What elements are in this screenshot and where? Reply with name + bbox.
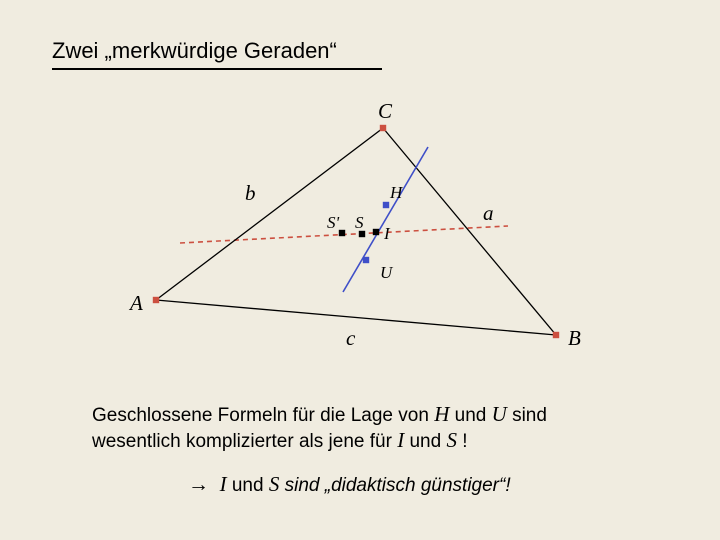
sym-S: S	[446, 428, 457, 452]
svg-text:U: U	[380, 263, 394, 282]
svg-text:c: c	[346, 326, 356, 350]
body-line-2: wesentlich komplizierter als jene für I …	[92, 426, 468, 455]
svg-text:C: C	[378, 100, 393, 123]
svg-text:B: B	[568, 326, 581, 350]
slide-title: Zwei „merkwürdige Geraden“	[52, 38, 337, 64]
body-line-3: → I und S sind „didaktisch günstiger“!	[188, 470, 511, 499]
svg-text:S': S'	[327, 213, 340, 232]
sym-S-2: S	[269, 472, 280, 496]
arrow-icon: →	[188, 472, 209, 496]
svg-text:b: b	[245, 181, 256, 205]
triangle-diagram: A B Ca b c H U IS S'	[118, 100, 586, 375]
svg-text:H: H	[389, 183, 404, 202]
svg-text:A: A	[128, 291, 143, 315]
svg-text:S: S	[355, 213, 364, 232]
sym-H: H	[434, 402, 449, 426]
sym-I-2: I	[220, 472, 227, 496]
sym-U: U	[492, 402, 507, 426]
title-underline	[52, 68, 382, 70]
svg-text:a: a	[483, 201, 494, 225]
svg-text:I: I	[383, 224, 391, 243]
body-line-1: Geschlossene Formeln für die Lage von H …	[92, 400, 547, 429]
